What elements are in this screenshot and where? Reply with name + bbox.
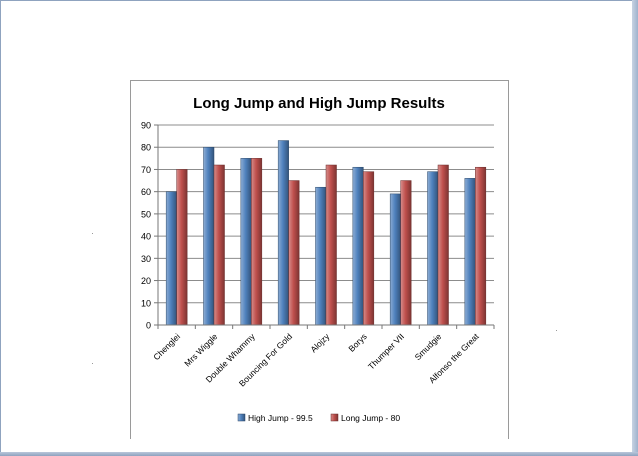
x-tick-label: Smudgie [413,331,444,362]
y-tick-label: 90 [141,121,151,131]
x-tick-label: Alojzy [308,331,332,355]
legend-label: Long Jump - 80 [341,413,400,423]
bar [352,166,364,326]
bar [437,164,449,326]
bar [165,191,177,326]
x-tick-label: Borys [346,331,368,353]
x-tick-label: Chenglei [151,331,182,362]
y-tick-label: 50 [141,209,151,219]
chart-title: Long Jump and High Jump Results [193,95,445,112]
bar [400,180,412,326]
legend-label: High Jump - 99.5 [248,413,313,423]
bar [389,193,401,326]
bar [464,178,476,326]
bar [363,171,375,326]
window-right-edge [632,0,638,456]
y-tick-label: 70 [141,165,151,175]
bar [251,158,263,326]
y-tick-label: 60 [141,187,151,197]
bar [288,180,300,326]
legend: High Jump - 99.5 Long Jump - 80 [237,413,400,423]
y-tick-label: 20 [141,276,151,286]
y-tick-label: 10 [141,298,151,308]
page-speck [92,233,93,234]
page-speck [556,330,557,331]
bar-chart: Long Jump and High Jump Results 0 10 20 30 4… [141,95,495,423]
bar [315,186,327,326]
bar [427,171,439,326]
window-bottom-edge [0,452,638,456]
bar [213,164,225,326]
bar [475,166,487,326]
y-tick-label: 80 [141,143,151,153]
bar [203,146,215,326]
legend-swatch [237,413,246,422]
y-tick-label: 0 [146,321,151,331]
bar [176,169,188,326]
page-speck [92,363,93,364]
y-tick-label: 40 [141,232,151,242]
y-tick-label: 30 [141,254,151,264]
chart-area[interactable]: Long Jump and High Jump Results 0 10 20 30 4… [130,80,509,439]
x-tick-label: Thumper VII [366,331,406,371]
bars [165,140,487,326]
x-tick-label: Mrs Wiggle [182,331,219,368]
bar [240,158,252,326]
bar [277,140,289,326]
bar [325,164,337,326]
legend-swatch [330,413,339,422]
